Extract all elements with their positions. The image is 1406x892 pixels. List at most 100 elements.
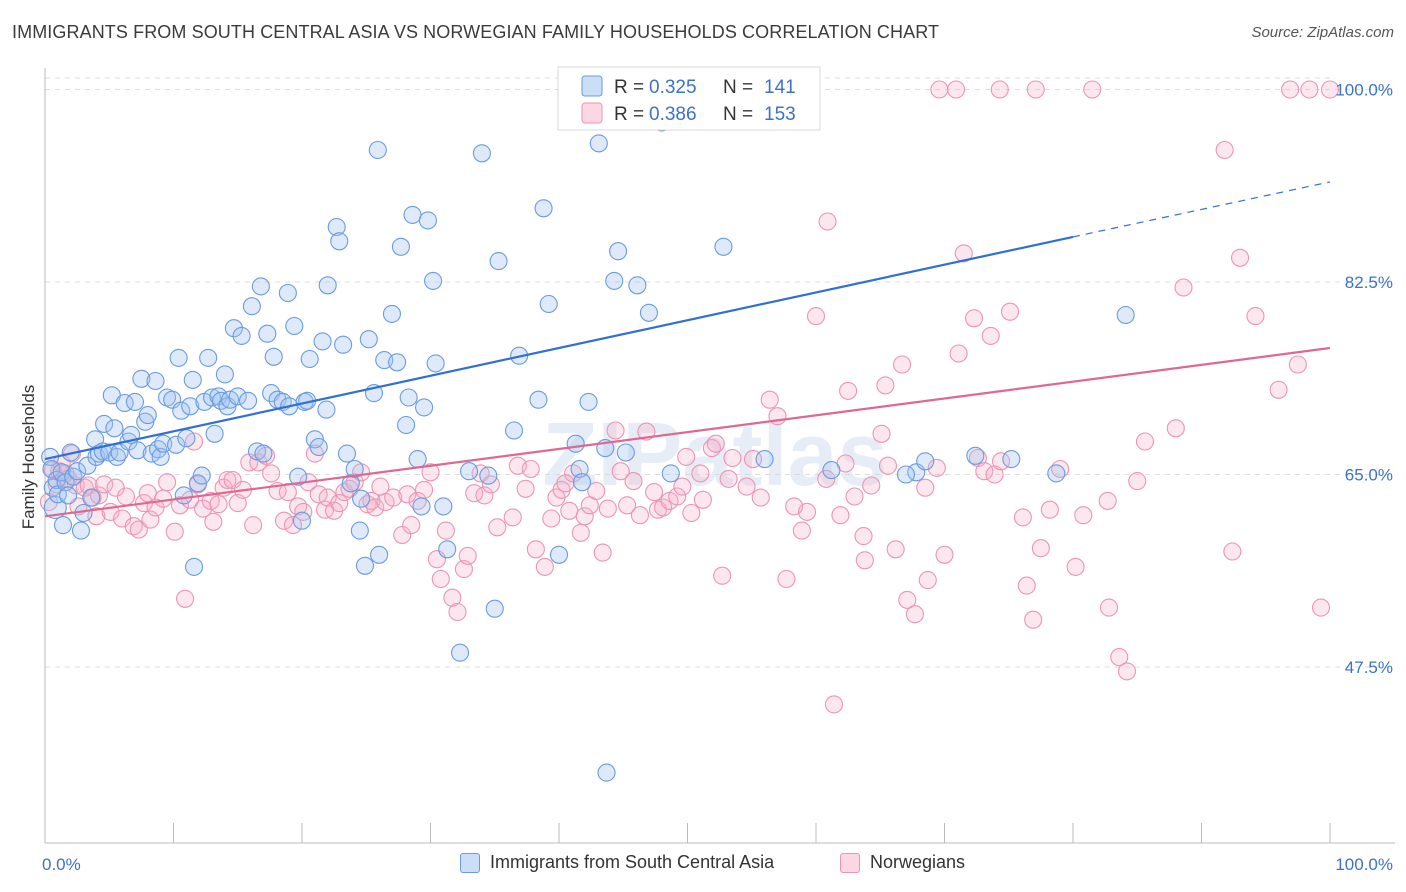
immigrants-point [628, 276, 647, 295]
norwegians-point [209, 495, 228, 514]
norwegians-point [855, 551, 874, 570]
immigrants-point [412, 497, 431, 516]
immigrants-point [1002, 450, 1021, 469]
immigrants-point [418, 211, 437, 230]
norwegians-point [1311, 598, 1331, 617]
immigrants-point [966, 446, 985, 465]
immigrants-point [177, 429, 196, 448]
immigrants-point [330, 232, 349, 251]
legend-item-norwegians: Norwegians [840, 852, 965, 873]
immigrants-point [489, 252, 508, 271]
immigrants-point [154, 434, 173, 453]
norwegians-point [965, 309, 984, 328]
immigrants-point [382, 304, 402, 323]
norwegians-point [244, 516, 263, 535]
legend-n-label-1: N = [723, 77, 753, 98]
norwegians-point [723, 448, 742, 468]
source-label: Source: ZipAtlas.com [1251, 24, 1394, 41]
immigrants-point [192, 466, 211, 485]
norwegians-point [458, 546, 477, 565]
immigrants-point [566, 434, 585, 453]
immigrants-point [388, 353, 407, 372]
immigrants-point [254, 444, 273, 463]
norwegians-point [792, 521, 811, 540]
norwegians-point [1031, 539, 1050, 558]
immigrants-point [534, 199, 553, 218]
immigrants-point [504, 421, 524, 440]
immigrants-point [434, 497, 453, 516]
immigrants-point [232, 326, 251, 345]
norwegians-point [824, 695, 844, 714]
immigrants-point [128, 441, 147, 460]
norwegians-point [668, 487, 687, 506]
norwegians-point [165, 522, 184, 541]
legend-swatch-norwegians [840, 852, 860, 873]
immigrants-point [228, 387, 247, 406]
legend-n-value-1: 141 [764, 77, 796, 98]
legend-r-value-1: 0.325 [649, 77, 697, 98]
norwegians-point [521, 459, 540, 479]
immigrants-point [345, 459, 364, 479]
immigrants-point [59, 486, 78, 505]
norwegians-point [677, 447, 696, 466]
norwegians-point [806, 307, 826, 326]
legend-r-value-2: 0.386 [649, 104, 697, 125]
y-tick-label: 82.5% [1345, 273, 1393, 292]
immigrants-point [318, 276, 337, 295]
norwegians-point [116, 487, 136, 506]
norwegians-point [954, 244, 973, 263]
norwegians-point [682, 503, 701, 523]
norwegians-point [713, 566, 732, 585]
immigrants-point [368, 140, 387, 160]
norwegians-point [760, 390, 779, 409]
immigrants-point [570, 459, 589, 479]
immigrants-point [174, 486, 193, 505]
norwegians-point [818, 212, 837, 231]
norwegians-point [415, 480, 434, 499]
immigrants-point [485, 599, 504, 618]
norwegians-point [431, 569, 450, 589]
norwegians-point [1024, 610, 1043, 629]
immigrants-point [151, 447, 170, 466]
immigrants-point [391, 237, 410, 256]
norwegians-point [930, 80, 949, 99]
immigrants-point [472, 144, 491, 163]
norwegians-point [598, 499, 617, 518]
immigrants-point [215, 365, 234, 384]
y-tick-label: 100.0% [1335, 81, 1393, 100]
norwegians-point [1246, 307, 1265, 326]
legend-label-immigrants: Immigrants from South Central Asia [490, 852, 775, 872]
immigrants-point [52, 463, 71, 482]
norwegians-point [1017, 576, 1036, 595]
legend-r-label-2: R = [614, 104, 644, 125]
immigrants-point [105, 419, 124, 438]
immigrants-point [313, 332, 332, 351]
norwegians-point [488, 518, 507, 537]
norwegians-point [1128, 472, 1147, 491]
legend-swatch-immigrants [460, 852, 480, 873]
immigrants-point [53, 516, 73, 535]
y-axis-label: Family Households [19, 385, 38, 530]
norwegians-point [673, 477, 692, 496]
legend-item-immigrants: Immigrants from South Central Asia [460, 852, 774, 873]
norwegians-point [448, 602, 467, 622]
norwegians-point [606, 421, 625, 440]
norwegians-point [981, 326, 1000, 345]
immigrants-point [916, 452, 935, 471]
norwegians-point [176, 589, 195, 608]
immigrants-point [289, 467, 308, 486]
norwegians-point [330, 494, 349, 513]
immigrants-point [352, 489, 371, 508]
norwegians-point [1066, 557, 1085, 576]
norwegians-trend-line [44, 346, 1331, 518]
norwegians-point [1166, 419, 1185, 438]
immigrants-point [403, 205, 422, 224]
immigrants-point [292, 511, 312, 530]
immigrants-point [264, 347, 283, 366]
immigrants-point [238, 391, 258, 410]
norwegians-point [872, 424, 891, 443]
immigrants-point [185, 557, 204, 576]
norwegians-point [587, 481, 606, 501]
norwegians-point [436, 521, 455, 540]
norwegians-point [905, 605, 924, 624]
